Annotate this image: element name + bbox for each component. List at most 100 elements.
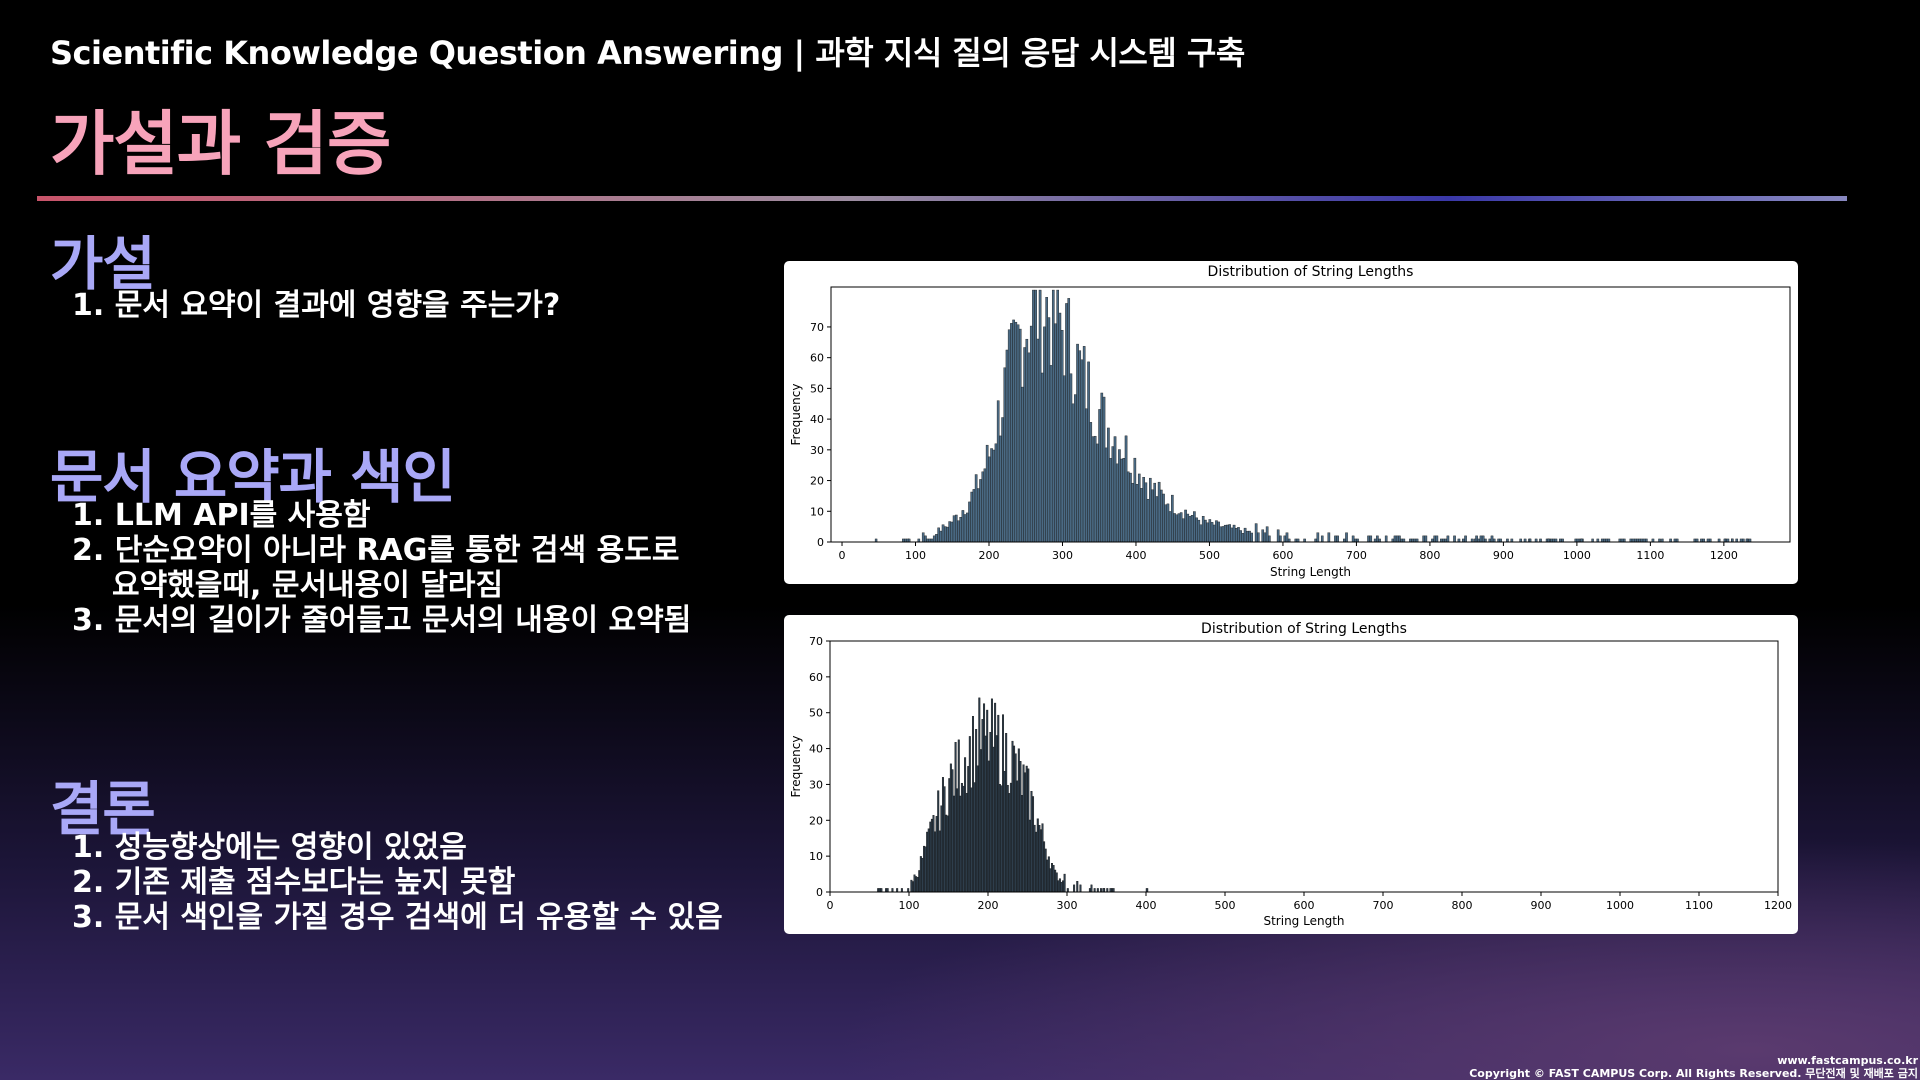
histogram-bar	[941, 777, 944, 893]
list-item: 1. 문서 요약이 결과에 영향을 주는가?	[72, 288, 561, 323]
histogram-bar	[981, 719, 984, 893]
histogram-bar	[1023, 347, 1026, 543]
histogram-bar	[1481, 535, 1485, 543]
histogram-bar	[1336, 535, 1339, 543]
histogram-bar	[997, 714, 1000, 893]
histogram-bar	[1239, 530, 1242, 543]
histogram-bar	[1098, 409, 1101, 543]
histogram-bar	[1045, 297, 1048, 543]
histogram-bar	[885, 888, 888, 893]
histogram-bar	[1066, 888, 1069, 893]
histogram-bar	[1453, 535, 1456, 543]
histogram-bar	[1040, 372, 1044, 543]
histogram-bar	[919, 856, 922, 893]
footer-copyright: Copyright © FAST CAMPUS Corp. All Rights…	[1469, 1067, 1918, 1080]
histogram-bar	[1111, 446, 1115, 543]
histogram-bar	[1109, 888, 1112, 893]
histogram-bar	[1002, 714, 1005, 893]
chart-title: Distribution of String Lengths	[1208, 264, 1414, 280]
histogram-bar	[1168, 511, 1172, 543]
x-tick-label: 300	[1057, 899, 1078, 912]
x-tick-label: 1000	[1563, 549, 1591, 562]
histogram-bar	[1055, 872, 1058, 893]
histogram-bar	[1177, 513, 1181, 543]
histogram-bar	[984, 735, 987, 893]
histogram-bar	[937, 527, 940, 543]
histogram-bar	[975, 729, 978, 893]
histogram-bar	[948, 521, 951, 543]
histogram-bar	[979, 479, 982, 543]
histogram-bar	[974, 474, 978, 543]
histogram-bar	[954, 742, 957, 893]
histogram-bar	[1020, 795, 1023, 893]
x-tick-label: 200	[978, 899, 999, 912]
histogram-bar	[1107, 427, 1110, 543]
histogram-bar	[1005, 733, 1008, 893]
x-axis-label: String Length	[1270, 565, 1351, 579]
histogram-bar	[1173, 513, 1176, 543]
x-tick-label: 500	[1199, 549, 1220, 562]
histogram-bar	[968, 736, 971, 893]
histogram-bar	[930, 818, 933, 893]
x-tick-label: 700	[1346, 549, 1367, 562]
plot-frame	[830, 286, 1791, 543]
histogram-bar	[1223, 524, 1227, 543]
histogram-bar	[1089, 422, 1093, 543]
histogram-bar	[1019, 760, 1022, 893]
histogram-bar	[1162, 493, 1165, 543]
histogram-bar	[1265, 526, 1269, 543]
x-tick-label: 1200	[1710, 549, 1738, 562]
histogram-bar	[1351, 535, 1355, 543]
histogram-bar	[943, 526, 947, 543]
histogram-bar	[1038, 289, 1042, 543]
histogram-bar	[1193, 511, 1196, 543]
histogram-bar	[985, 444, 989, 543]
histogram-bar	[1369, 535, 1373, 543]
histogram-bar	[1140, 488, 1143, 543]
histogram-bar	[1201, 516, 1205, 543]
histogram-bar	[1186, 513, 1190, 543]
x-tick-label: 1000	[1606, 899, 1634, 912]
histogram-bar	[992, 449, 996, 543]
bar-group	[874, 289, 1752, 543]
histogram-bar	[1018, 328, 1022, 543]
histogram-bar	[954, 514, 958, 543]
histogram-bar	[968, 501, 971, 543]
histogram-bar	[916, 877, 919, 893]
histogram-bar	[1013, 745, 1016, 893]
histogram-bar	[1046, 859, 1049, 893]
histogram-bar	[1003, 771, 1006, 893]
histogram-bar	[1065, 303, 1068, 543]
histogram-bar	[1164, 504, 1168, 543]
histogram-bar	[970, 787, 973, 893]
histogram-bar	[1067, 298, 1071, 543]
y-tick-label: 10	[810, 505, 824, 518]
histogram-bar	[1131, 482, 1134, 543]
histogram-bar	[989, 732, 992, 893]
histogram-bar	[878, 888, 881, 893]
histogram-bar	[1435, 535, 1439, 543]
footer: www.fastcampus.co.kr Copyright © FAST CA…	[1469, 1054, 1918, 1080]
histogram-bar	[1109, 458, 1112, 543]
histogram-bar	[1054, 869, 1057, 893]
histogram-bar	[971, 716, 974, 893]
histogram-bar	[1122, 458, 1126, 543]
y-tick-label: 30	[809, 778, 823, 791]
histogram-bar	[1060, 330, 1064, 543]
y-tick-label: 70	[810, 321, 824, 334]
page-title: 가설과 검증	[50, 103, 391, 185]
histogram-bar	[994, 702, 997, 893]
title-divider	[37, 196, 1847, 201]
header-title: Scientific Knowledge Question Answering …	[50, 34, 1245, 72]
histogram-bar	[978, 697, 981, 893]
histogram-bar	[1345, 532, 1348, 543]
histogram-bar	[1012, 319, 1015, 543]
chart-card-summarized: Distribution of String Lengths 0 100 200 300…	[784, 615, 1798, 934]
x-tick-label: 1100	[1685, 899, 1713, 912]
histogram-bar	[1047, 317, 1051, 543]
histogram-bar	[1175, 514, 1179, 543]
histogram-bar	[1051, 863, 1053, 893]
histogram-bar	[1057, 880, 1060, 893]
y-tick-label: 70	[809, 635, 823, 648]
